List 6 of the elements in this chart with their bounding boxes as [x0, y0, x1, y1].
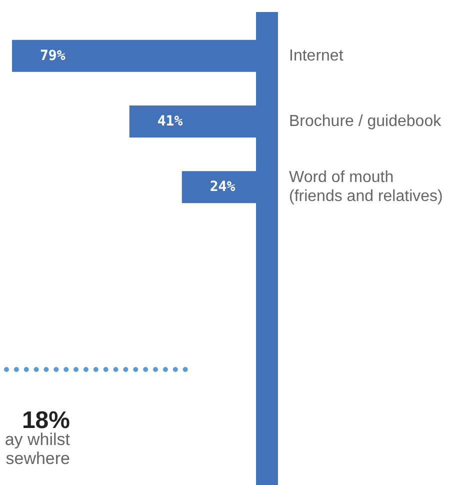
data-label: 24% — [210, 179, 236, 196]
data-label: 79% — [40, 48, 66, 64]
y-tick-label: Internet — [289, 47, 344, 64]
data-label: 41% — [157, 114, 184, 130]
y-tick-label: Word of mouth (friends and relatives) — [289, 169, 443, 206]
y-tick-label: Brochure / guidebook — [289, 113, 442, 130]
